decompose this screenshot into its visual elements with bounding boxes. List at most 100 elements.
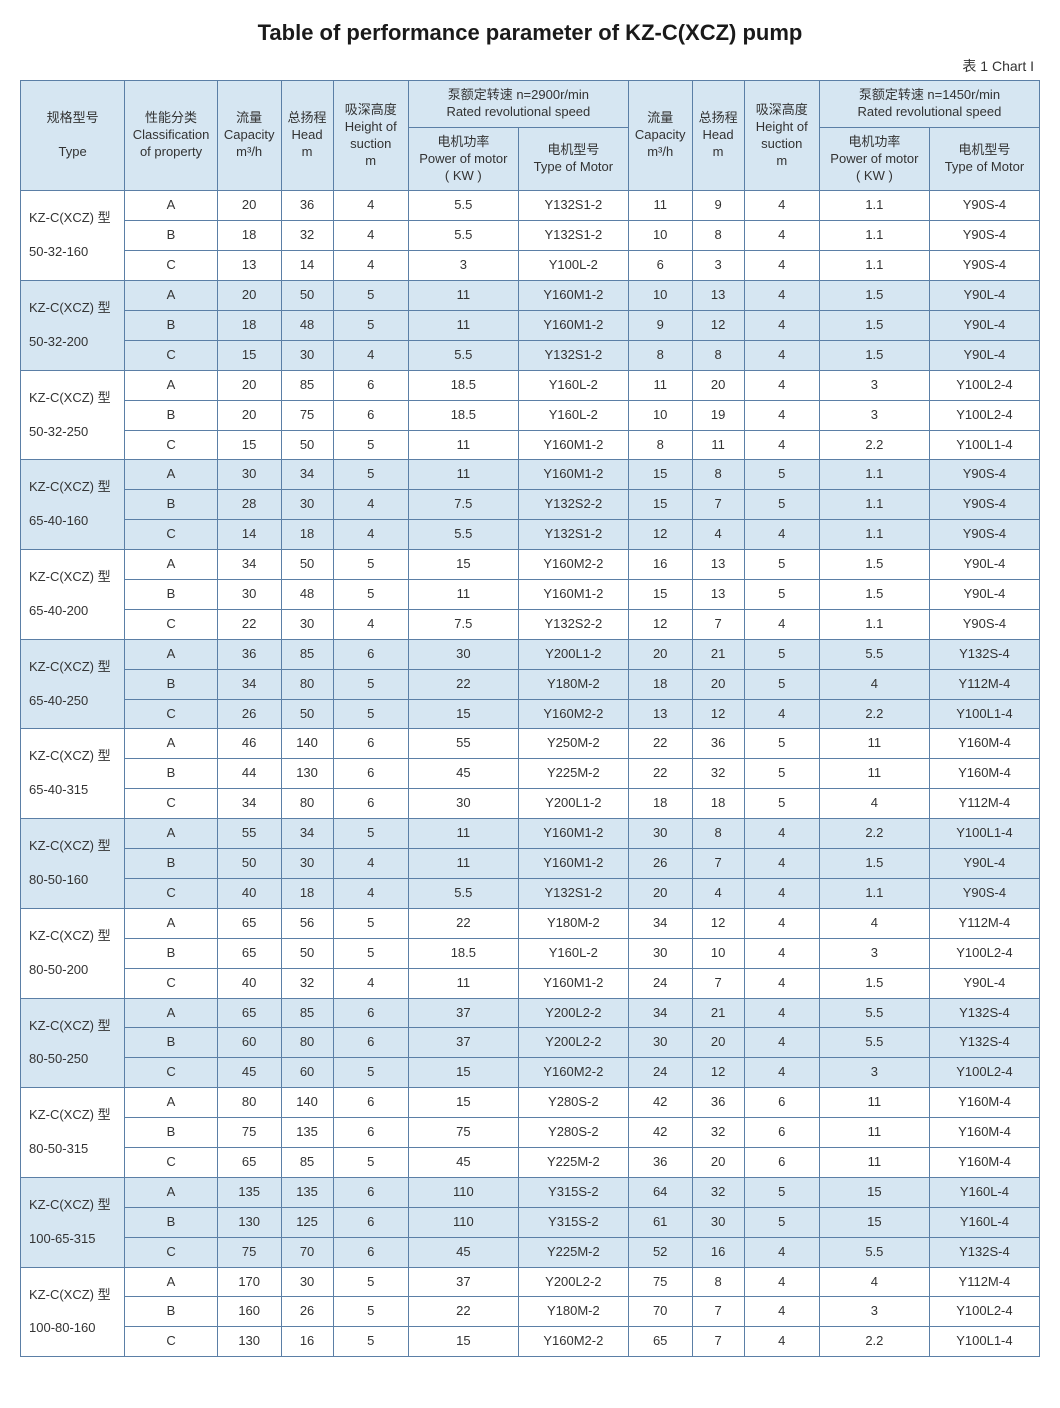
data-cell: 45 bbox=[217, 1058, 281, 1088]
data-cell: 6 bbox=[333, 1207, 408, 1237]
data-cell: Y90L-4 bbox=[929, 849, 1039, 879]
data-cell: Y160M1-2 bbox=[518, 580, 628, 610]
data-cell: Y160M1-2 bbox=[518, 281, 628, 311]
data-cell: 60 bbox=[281, 1058, 333, 1088]
data-cell: 26 bbox=[628, 849, 692, 879]
data-cell: Y90L-4 bbox=[929, 580, 1039, 610]
table-row: KZ-C(XCZ) 型80-50-160A5534511Y160M1-23084… bbox=[21, 819, 1040, 849]
data-cell: 6 bbox=[333, 1177, 408, 1207]
data-cell: 5 bbox=[744, 580, 819, 610]
data-cell: Y160L-2 bbox=[518, 400, 628, 430]
table-row: B5030411Y160M1-226741.5Y90L-4 bbox=[21, 849, 1040, 879]
data-cell: 36 bbox=[281, 191, 333, 221]
type-cell: KZ-C(XCZ) 型50-32-250 bbox=[21, 370, 125, 460]
type-cell: KZ-C(XCZ) 型80-50-200 bbox=[21, 908, 125, 998]
data-cell: Y100L2-4 bbox=[929, 938, 1039, 968]
hdr-suc2: 吸深高度 Height of suction m bbox=[744, 81, 819, 191]
data-cell: A bbox=[125, 1088, 218, 1118]
data-cell: 5 bbox=[333, 819, 408, 849]
data-cell: 1.1 bbox=[819, 221, 929, 251]
data-cell: 140 bbox=[281, 729, 333, 759]
data-cell: Y90L-4 bbox=[929, 340, 1039, 370]
table-row: KZ-C(XCZ) 型80-50-315A80140615Y280S-24236… bbox=[21, 1088, 1040, 1118]
data-cell: 85 bbox=[281, 639, 333, 669]
data-cell: 4 bbox=[819, 1267, 929, 1297]
data-cell: 5 bbox=[333, 430, 408, 460]
type-cell: KZ-C(XCZ) 型100-65-315 bbox=[21, 1177, 125, 1267]
data-cell: 15 bbox=[819, 1177, 929, 1207]
data-cell: 11 bbox=[819, 759, 929, 789]
data-cell: Y280S-2 bbox=[518, 1118, 628, 1148]
data-cell: 4 bbox=[744, 520, 819, 550]
data-cell: Y160M1-2 bbox=[518, 311, 628, 341]
data-cell: 5.5 bbox=[408, 191, 518, 221]
data-cell: 12 bbox=[692, 699, 744, 729]
data-cell: 20 bbox=[692, 669, 744, 699]
data-cell: 13 bbox=[692, 550, 744, 580]
data-cell: Y90S-4 bbox=[929, 609, 1039, 639]
data-cell: Y100L-2 bbox=[518, 251, 628, 281]
data-cell: Y200L2-2 bbox=[518, 998, 628, 1028]
data-cell: 15 bbox=[408, 699, 518, 729]
data-cell: Y132S1-2 bbox=[518, 520, 628, 550]
data-cell: 7.5 bbox=[408, 609, 518, 639]
data-cell: 5 bbox=[333, 281, 408, 311]
hdr-class: 性能分类 Classification of property bbox=[125, 81, 218, 191]
data-cell: 3 bbox=[408, 251, 518, 281]
data-cell: B bbox=[125, 311, 218, 341]
data-cell: C bbox=[125, 878, 218, 908]
table-row: C7570645Y225M-2521645.5Y132S-4 bbox=[21, 1237, 1040, 1267]
data-cell: 6 bbox=[333, 370, 408, 400]
data-cell: 36 bbox=[692, 1088, 744, 1118]
data-cell: 3 bbox=[819, 1297, 929, 1327]
data-cell: 8 bbox=[692, 1267, 744, 1297]
hdr-head2: 总扬程 Head m bbox=[692, 81, 744, 191]
table-row: B283047.5Y132S2-215751.1Y90S-4 bbox=[21, 490, 1040, 520]
data-cell: 4 bbox=[744, 908, 819, 938]
data-cell: C bbox=[125, 340, 218, 370]
data-cell: Y280S-2 bbox=[518, 1088, 628, 1118]
data-cell: 8 bbox=[628, 430, 692, 460]
data-cell: 9 bbox=[628, 311, 692, 341]
data-cell: 15 bbox=[408, 1088, 518, 1118]
table-row: C3480630Y200L1-2181854Y112M-4 bbox=[21, 789, 1040, 819]
data-cell: 4 bbox=[744, 311, 819, 341]
data-cell: 4 bbox=[819, 908, 929, 938]
data-cell: B bbox=[125, 1207, 218, 1237]
data-cell: 4 bbox=[744, 878, 819, 908]
data-cell: 22 bbox=[408, 1297, 518, 1327]
hdr-speed1: 泵额定转速 n=2900r/min Rated revolutional spe… bbox=[408, 81, 628, 128]
data-cell: 5 bbox=[333, 460, 408, 490]
data-cell: C bbox=[125, 789, 218, 819]
data-cell: Y160L-2 bbox=[518, 938, 628, 968]
data-cell: Y200L2-2 bbox=[518, 1267, 628, 1297]
data-cell: 30 bbox=[408, 639, 518, 669]
data-cell: Y100L2-4 bbox=[929, 1297, 1039, 1327]
data-cell: 30 bbox=[281, 609, 333, 639]
data-cell: 15 bbox=[217, 430, 281, 460]
data-cell: 110 bbox=[408, 1207, 518, 1237]
data-cell: 32 bbox=[692, 1177, 744, 1207]
data-cell: 125 bbox=[281, 1207, 333, 1237]
data-cell: 20 bbox=[217, 400, 281, 430]
data-cell: 6 bbox=[333, 1118, 408, 1148]
data-cell: 5 bbox=[333, 669, 408, 699]
data-cell: Y160M1-2 bbox=[518, 460, 628, 490]
data-cell: 14 bbox=[217, 520, 281, 550]
data-cell: Y90S-4 bbox=[929, 490, 1039, 520]
table-row: KZ-C(XCZ) 型50-32-250A2085618.5Y160L-2112… bbox=[21, 370, 1040, 400]
table-row: KZ-C(XCZ) 型80-50-250A6585637Y200L2-23421… bbox=[21, 998, 1040, 1028]
data-cell: 18 bbox=[217, 311, 281, 341]
data-cell: 11 bbox=[408, 430, 518, 460]
data-cell: 5.5 bbox=[408, 221, 518, 251]
data-cell: Y90L-4 bbox=[929, 968, 1039, 998]
data-cell: 15 bbox=[217, 340, 281, 370]
data-cell: 15 bbox=[819, 1207, 929, 1237]
data-cell: 4 bbox=[744, 938, 819, 968]
data-cell: 75 bbox=[217, 1118, 281, 1148]
data-cell: B bbox=[125, 759, 218, 789]
data-cell: 5 bbox=[333, 1327, 408, 1357]
data-cell: Y90S-4 bbox=[929, 251, 1039, 281]
data-cell: 65 bbox=[217, 998, 281, 1028]
data-cell: 75 bbox=[408, 1118, 518, 1148]
